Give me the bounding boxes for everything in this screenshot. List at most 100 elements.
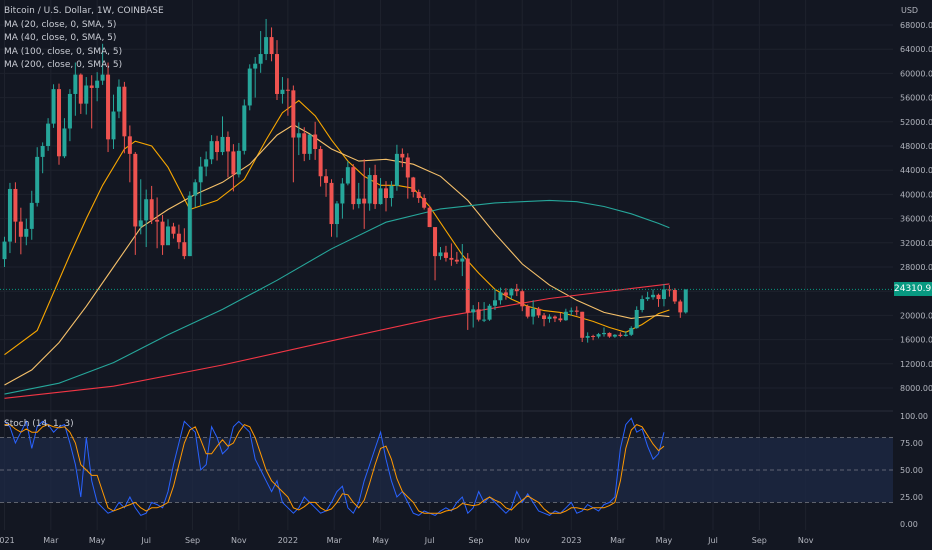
candle <box>482 302 487 323</box>
candle-body <box>236 150 241 175</box>
candle <box>318 146 323 187</box>
stoch-tick-label: 50.00 <box>900 466 923 475</box>
candlesticks <box>2 18 688 343</box>
candle-body <box>220 136 225 153</box>
candle-body <box>574 310 579 312</box>
candle <box>51 84 56 128</box>
candle-body <box>275 54 279 94</box>
candle <box>215 135 220 161</box>
moving-average-lines <box>4 99 670 399</box>
candle-body <box>253 63 258 69</box>
stoch-line-0 <box>4 417 665 517</box>
candle <box>678 299 683 318</box>
candle-body <box>318 149 323 177</box>
candle-body <box>471 309 476 313</box>
candle <box>307 134 312 160</box>
candle <box>525 304 530 319</box>
candle <box>400 148 405 168</box>
candle-body <box>193 182 198 196</box>
candle-body <box>640 299 645 310</box>
candle <box>7 182 12 254</box>
time-tick-label: Mar <box>43 536 59 545</box>
stoch-tick-label: 25.00 <box>900 493 923 502</box>
candle <box>634 306 639 329</box>
candle <box>166 219 170 246</box>
candle-body <box>24 228 29 237</box>
candle <box>356 182 361 209</box>
candle <box>394 144 399 191</box>
candle-body <box>187 195 192 257</box>
candle <box>324 168 329 197</box>
candle <box>596 332 601 339</box>
candle-body <box>204 159 209 167</box>
candle <box>487 303 492 321</box>
candle-body <box>116 86 121 112</box>
chart-legend: Bitcoin / U.S. Dollar, 1W, COINBASE MA (… <box>4 5 164 73</box>
candle-body <box>394 153 399 186</box>
candle <box>640 295 645 313</box>
candle-body <box>209 141 214 160</box>
price-tick-label: 28000.00 <box>900 263 932 272</box>
candle-body <box>443 252 448 258</box>
candle-body <box>231 151 236 175</box>
candle <box>460 244 465 277</box>
candle <box>67 89 72 142</box>
candle <box>35 147 40 207</box>
currency-label: USD <box>901 6 918 15</box>
time-axis: 2021 Mar May Jul Sep Nov 2022 Mar May Jul Sep Nov 20… <box>0 536 814 545</box>
candle <box>291 85 296 183</box>
candle <box>580 311 585 343</box>
candle-body <box>18 221 23 237</box>
candle <box>602 327 606 337</box>
candle-body <box>509 288 514 296</box>
candle-body <box>313 134 318 150</box>
candle-body <box>29 202 34 229</box>
candle <box>345 161 350 186</box>
candle-body <box>133 153 138 227</box>
candle-body <box>460 258 465 262</box>
candle <box>302 127 307 162</box>
candle-body <box>100 74 105 81</box>
legend-ma40: MA (40, close, 0, SMA, 5) <box>4 33 117 43</box>
candle <box>220 116 225 156</box>
candle <box>46 118 51 151</box>
candle-body <box>291 90 296 138</box>
stoch-line-1 <box>4 423 665 514</box>
stoch-tick-label: 100.00 <box>900 412 928 421</box>
candle <box>334 201 339 238</box>
candle-body <box>656 294 661 300</box>
candle <box>645 291 650 301</box>
candle <box>389 181 394 207</box>
price-tick-label: 56000.00 <box>900 94 932 103</box>
candle-body <box>411 177 416 192</box>
candle <box>329 179 334 237</box>
time-tick-label: Mar <box>610 536 626 545</box>
time-tick-label: 2021 <box>0 536 15 545</box>
candle <box>285 78 290 116</box>
candle <box>242 99 247 155</box>
stoch-title: Stoch (14, 1, 3) <box>4 419 74 429</box>
candle <box>280 77 285 104</box>
candle <box>62 118 67 159</box>
candle <box>378 178 383 205</box>
candle-body <box>580 311 585 338</box>
candle-body <box>67 93 72 129</box>
candle <box>683 289 688 314</box>
candle <box>503 288 508 300</box>
candle <box>13 182 18 243</box>
candle-body <box>487 305 492 320</box>
candle-body <box>46 123 51 146</box>
candle-body <box>465 258 470 313</box>
candle <box>547 314 552 323</box>
price-tick-label: 52000.00 <box>900 118 932 127</box>
candle-body <box>623 334 628 336</box>
time-tick-label: Sep <box>468 536 483 545</box>
symbol-title: Bitcoin / U.S. Dollar, 1W, COINBASE <box>4 6 164 16</box>
candle-body <box>296 133 301 138</box>
candle-body <box>683 289 688 313</box>
candle <box>160 214 165 255</box>
time-tick-label: May <box>656 536 673 545</box>
candle <box>204 151 209 177</box>
legend-ma200: MA (200, close, 0, SMA, 5) <box>4 60 123 70</box>
candle-body <box>493 300 497 306</box>
